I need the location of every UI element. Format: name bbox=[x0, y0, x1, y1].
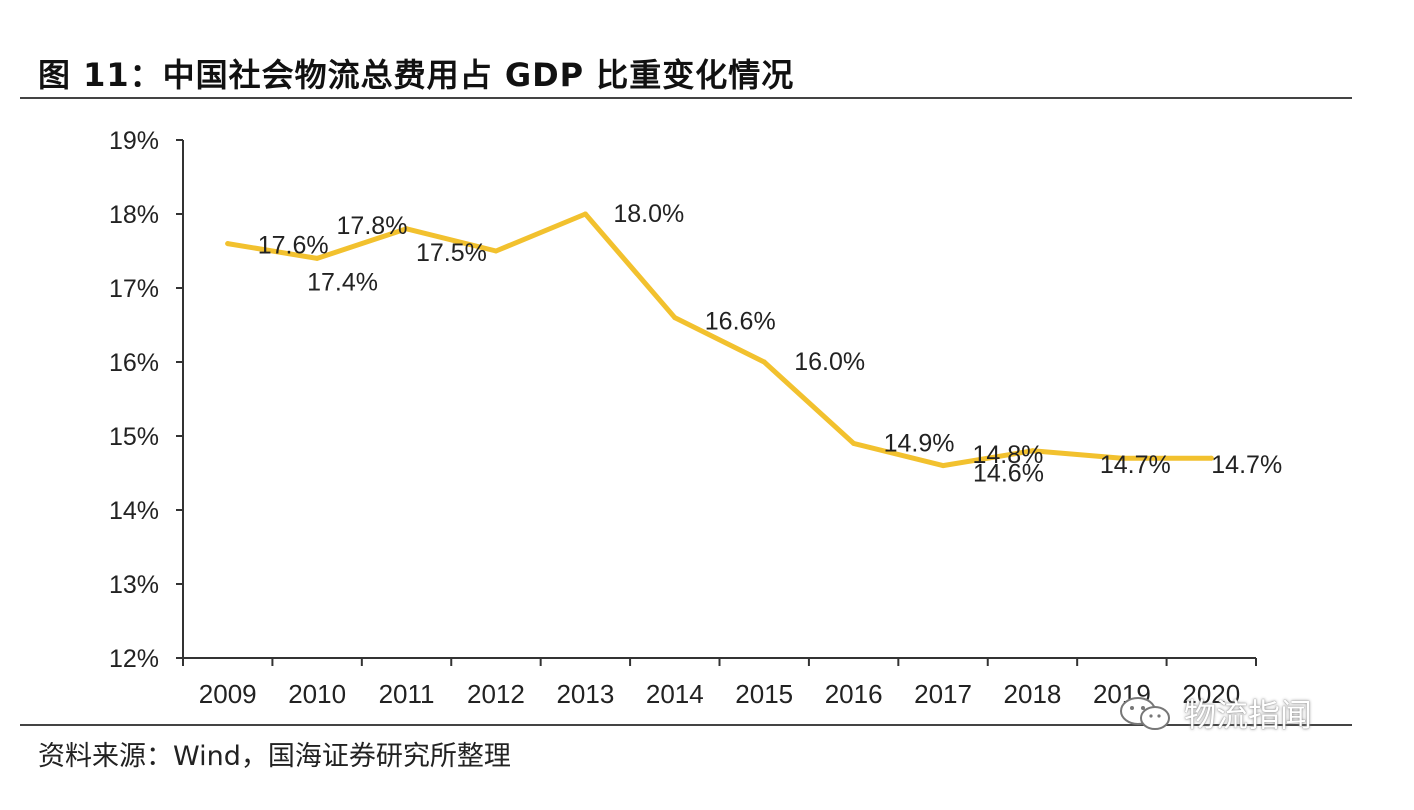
x-tick-label: 2020 bbox=[1182, 679, 1240, 709]
data-point bbox=[314, 255, 320, 261]
data-label: 14.7% bbox=[1211, 451, 1282, 479]
data-point bbox=[940, 463, 946, 469]
data-label: 17.6% bbox=[258, 232, 329, 260]
y-tick-label: 12% bbox=[109, 645, 159, 673]
x-tick-label: 2018 bbox=[1004, 679, 1062, 709]
data-point bbox=[1208, 455, 1214, 461]
data-point bbox=[1029, 448, 1035, 454]
watermark: 物流指闻 bbox=[1116, 690, 1312, 736]
x-tick-label: 2016 bbox=[825, 679, 883, 709]
data-point bbox=[851, 440, 857, 446]
data-point bbox=[672, 315, 678, 321]
source-note: 资料来源：Wind，国海证券研究所整理 bbox=[38, 741, 511, 772]
data-point bbox=[404, 226, 410, 232]
line-chart: 12% 13% 14% 15% 16% 17% 18% 19% 2009 2010 2011 2012… bbox=[109, 127, 1282, 709]
chart-axes: 12% 13% 14% 15% 16% 17% 18% 19% 2009 2010 2011 2012… bbox=[109, 127, 1257, 709]
x-tick-label: 2010 bbox=[288, 679, 346, 709]
x-tick-label: 2009 bbox=[199, 679, 257, 709]
chart-data-labels: 17.6% 17.4% 17.8% 17.5% 18.0% 16.6% 16.0% 14.9%… bbox=[258, 200, 1282, 488]
data-label: 14.9% bbox=[884, 429, 955, 457]
y-tick-label: 17% bbox=[109, 275, 159, 303]
x-tick-label: 2012 bbox=[467, 679, 525, 709]
x-tick-label: 2011 bbox=[379, 679, 435, 709]
x-tick-label: 2014 bbox=[646, 679, 704, 709]
chart-title: 图 11：中国社会物流总费用占 GDP 比重变化情况 bbox=[38, 56, 795, 94]
wechat-icon bbox=[1120, 697, 1170, 730]
y-tick-label: 18% bbox=[109, 201, 159, 229]
data-point bbox=[1119, 455, 1125, 461]
y-tick-label: 13% bbox=[109, 571, 159, 599]
data-label: 14.6% bbox=[973, 460, 1044, 488]
y-tick-label: 14% bbox=[109, 497, 159, 525]
data-label: 16.0% bbox=[794, 348, 865, 376]
y-tick-label: 16% bbox=[109, 349, 159, 377]
x-tick-label: 2015 bbox=[735, 679, 793, 709]
watermark-text: 物流指闻 bbox=[1184, 696, 1313, 734]
data-label: 17.8% bbox=[337, 212, 408, 240]
data-label: 16.6% bbox=[705, 308, 776, 336]
data-point bbox=[761, 359, 767, 365]
data-point bbox=[582, 211, 588, 217]
data-point bbox=[493, 248, 499, 254]
chart-series bbox=[225, 211, 1214, 469]
y-tick-label: 15% bbox=[109, 423, 159, 451]
data-label: 14.7% bbox=[1100, 451, 1171, 479]
data-label: 17.4% bbox=[307, 268, 378, 296]
data-point bbox=[225, 241, 231, 247]
x-tick-label: 2017 bbox=[914, 679, 972, 709]
title-divider bbox=[20, 97, 1352, 99]
series-line bbox=[225, 211, 1214, 469]
x-tick-label: 2013 bbox=[556, 679, 614, 709]
data-label: 17.5% bbox=[416, 239, 487, 267]
data-label: 14.8% bbox=[972, 441, 1043, 469]
footer-divider bbox=[20, 724, 1352, 726]
data-label: 18.0% bbox=[613, 200, 684, 228]
y-tick-label: 19% bbox=[109, 127, 159, 155]
